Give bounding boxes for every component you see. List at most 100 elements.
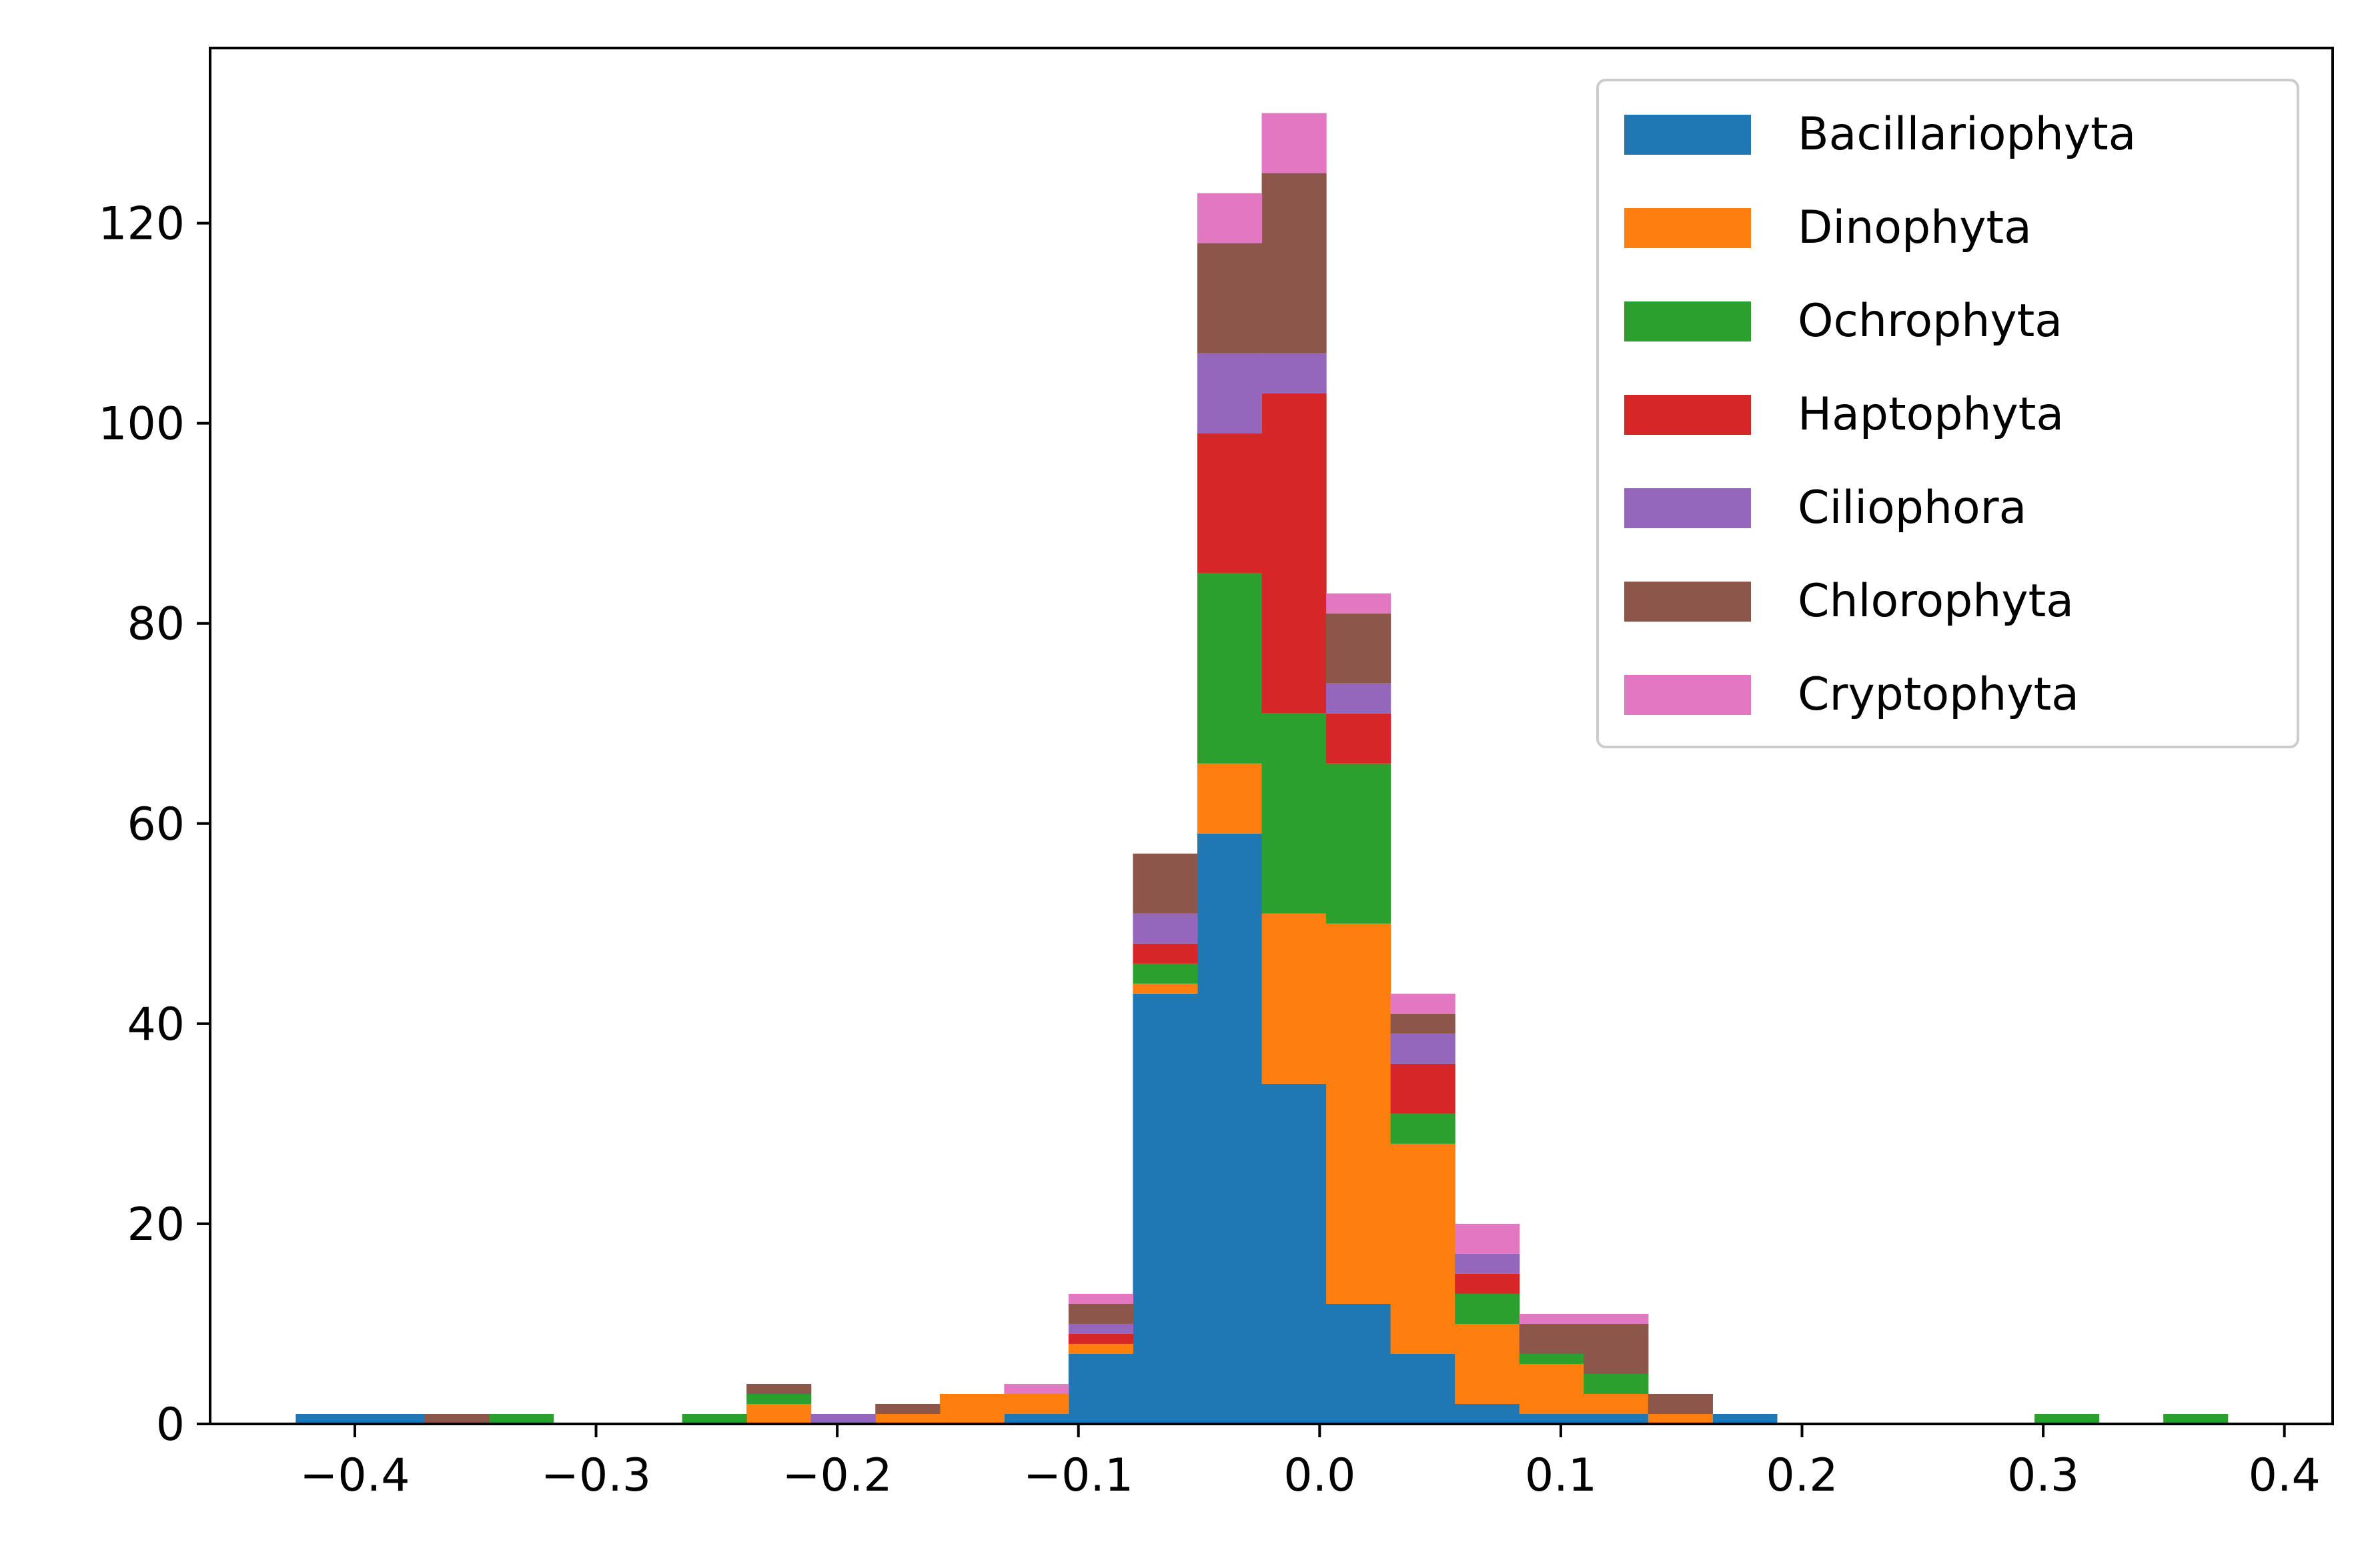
legend: Bacillariophyta Dinophyta Ochrophyta Haptop… xyxy=(1596,79,2299,748)
bar-chlorophyta-2 xyxy=(424,1413,490,1424)
y-tick-label: 40 xyxy=(127,998,185,1051)
legend-swatch-ciliophora xyxy=(1624,488,1751,528)
legend-swatch-cryptophyta xyxy=(1624,675,1751,715)
bar-haptophyta-14 xyxy=(1197,433,1263,574)
bar-cryptophyta-19 xyxy=(1519,1313,1584,1324)
bar-ochrophyta-19 xyxy=(1519,1353,1584,1364)
bar-ochrophyta-20 xyxy=(1584,1373,1649,1394)
x-tick-label: −0.2 xyxy=(782,1449,893,1502)
bar-dinophyta-20 xyxy=(1584,1393,1649,1414)
legend-label-haptophyta: Haptophyta xyxy=(1798,388,2064,441)
bar-ciliophora-8 xyxy=(810,1413,876,1424)
bar-ciliophora-12 xyxy=(1068,1323,1134,1334)
bar-ochrophyta-29 xyxy=(2163,1413,2229,1424)
bar-dinophyta-13 xyxy=(1133,983,1198,994)
bar-chlorophyta-12 xyxy=(1068,1303,1134,1324)
bar-bacillariophyta-14 xyxy=(1197,833,1263,1424)
bar-ciliophora-18 xyxy=(1455,1253,1520,1274)
bar-bacillariophyta-16 xyxy=(1326,1303,1391,1424)
legend-swatch-dinophyta xyxy=(1624,208,1751,248)
bar-bacillariophyta-13 xyxy=(1133,993,1198,1424)
y-tick-label: 0 xyxy=(156,1399,185,1451)
bar-chlorophyta-16 xyxy=(1326,613,1391,684)
bar-chlorophyta-9 xyxy=(875,1403,941,1414)
bar-dinophyta-21 xyxy=(1648,1413,1713,1424)
bar-chlorophyta-15 xyxy=(1261,173,1327,353)
legend-swatch-haptophyta xyxy=(1624,395,1751,435)
bar-ochrophyta-14 xyxy=(1197,573,1263,764)
bar-haptophyta-16 xyxy=(1326,713,1391,764)
bar-haptophyta-12 xyxy=(1068,1333,1134,1344)
bar-bacillariophyta-11 xyxy=(1004,1413,1069,1424)
legend-swatch-bacillariophyta xyxy=(1624,115,1751,155)
bar-chlorophyta-20 xyxy=(1584,1323,1649,1374)
bars-layer xyxy=(295,113,2229,1424)
x-tick-label: 0.1 xyxy=(1525,1449,1597,1502)
legend-label-ochrophyta: Ochrophyta xyxy=(1798,295,2062,347)
bar-ochrophyta-17 xyxy=(1390,1113,1455,1144)
bar-chlorophyta-14 xyxy=(1197,243,1263,353)
bar-bacillariophyta-12 xyxy=(1068,1353,1134,1424)
bar-ciliophora-17 xyxy=(1390,1033,1455,1064)
legend-swatch-ochrophyta xyxy=(1624,301,1751,341)
y-tick-label: 80 xyxy=(127,598,185,651)
x-tick-label: −0.3 xyxy=(541,1449,651,1502)
bar-ciliophora-14 xyxy=(1197,353,1263,434)
bar-ochrophyta-6 xyxy=(682,1413,747,1424)
x-tick-label: 0.3 xyxy=(2007,1449,2079,1502)
bar-haptophyta-18 xyxy=(1455,1273,1520,1294)
x-tick-label: 0.4 xyxy=(2249,1449,2321,1502)
legend-label-bacillariophyta: Bacillariophyta xyxy=(1798,108,2136,161)
bar-chlorophyta-21 xyxy=(1648,1393,1713,1414)
bar-dinophyta-14 xyxy=(1197,763,1263,834)
bar-bacillariophyta-22 xyxy=(1712,1413,1778,1424)
bar-ochrophyta-3 xyxy=(488,1413,554,1424)
bar-dinophyta-9 xyxy=(875,1413,941,1424)
bar-dinophyta-7 xyxy=(746,1403,812,1424)
bar-cryptophyta-11 xyxy=(1004,1383,1069,1394)
y-tick-label: 120 xyxy=(98,198,185,251)
bar-haptophyta-15 xyxy=(1261,393,1327,714)
bar-ochrophyta-18 xyxy=(1455,1293,1520,1324)
bar-cryptophyta-16 xyxy=(1326,593,1391,614)
x-tick-label: 0.0 xyxy=(1283,1449,1355,1502)
bar-ciliophora-16 xyxy=(1326,683,1391,714)
bar-dinophyta-15 xyxy=(1261,913,1327,1084)
bar-cryptophyta-18 xyxy=(1455,1223,1520,1254)
bar-dinophyta-10 xyxy=(939,1393,1005,1424)
legend-label-chlorophyta: Chlorophyta xyxy=(1798,575,2074,628)
bar-cryptophyta-15 xyxy=(1261,113,1327,173)
bar-dinophyta-19 xyxy=(1519,1363,1584,1414)
plot-frame xyxy=(209,47,2334,1425)
legend-swatch-chlorophyta xyxy=(1624,582,1751,622)
bar-ochrophyta-27 xyxy=(2034,1413,2100,1424)
bar-dinophyta-12 xyxy=(1068,1343,1134,1354)
bar-haptophyta-13 xyxy=(1133,943,1198,964)
y-tick-label: 100 xyxy=(98,398,185,451)
x-tick-label: −0.1 xyxy=(1023,1449,1133,1502)
bar-bacillariophyta-0 xyxy=(295,1413,361,1424)
x-tick-label: −0.4 xyxy=(300,1449,410,1502)
y-tick-label: 20 xyxy=(127,1199,185,1251)
bar-chlorophyta-19 xyxy=(1519,1323,1584,1354)
bar-bacillariophyta-20 xyxy=(1584,1413,1649,1424)
legend-box xyxy=(1596,79,2299,748)
bar-dinophyta-16 xyxy=(1326,923,1391,1304)
bar-cryptophyta-12 xyxy=(1068,1293,1134,1304)
bar-ochrophyta-13 xyxy=(1133,963,1198,984)
bar-ochrophyta-7 xyxy=(746,1393,812,1404)
bar-bacillariophyta-19 xyxy=(1519,1413,1584,1424)
bar-cryptophyta-20 xyxy=(1584,1313,1649,1324)
bar-dinophyta-11 xyxy=(1004,1393,1069,1414)
bar-bacillariophyta-17 xyxy=(1390,1353,1455,1424)
x-tick-label: 0.2 xyxy=(1766,1449,1838,1502)
bar-ochrophyta-15 xyxy=(1261,713,1327,914)
bar-haptophyta-17 xyxy=(1390,1063,1455,1114)
bar-bacillariophyta-15 xyxy=(1261,1083,1327,1424)
bar-chlorophyta-13 xyxy=(1133,853,1198,914)
bar-dinophyta-17 xyxy=(1390,1143,1455,1354)
bar-ciliophora-13 xyxy=(1133,913,1198,944)
bar-chlorophyta-7 xyxy=(746,1383,812,1394)
